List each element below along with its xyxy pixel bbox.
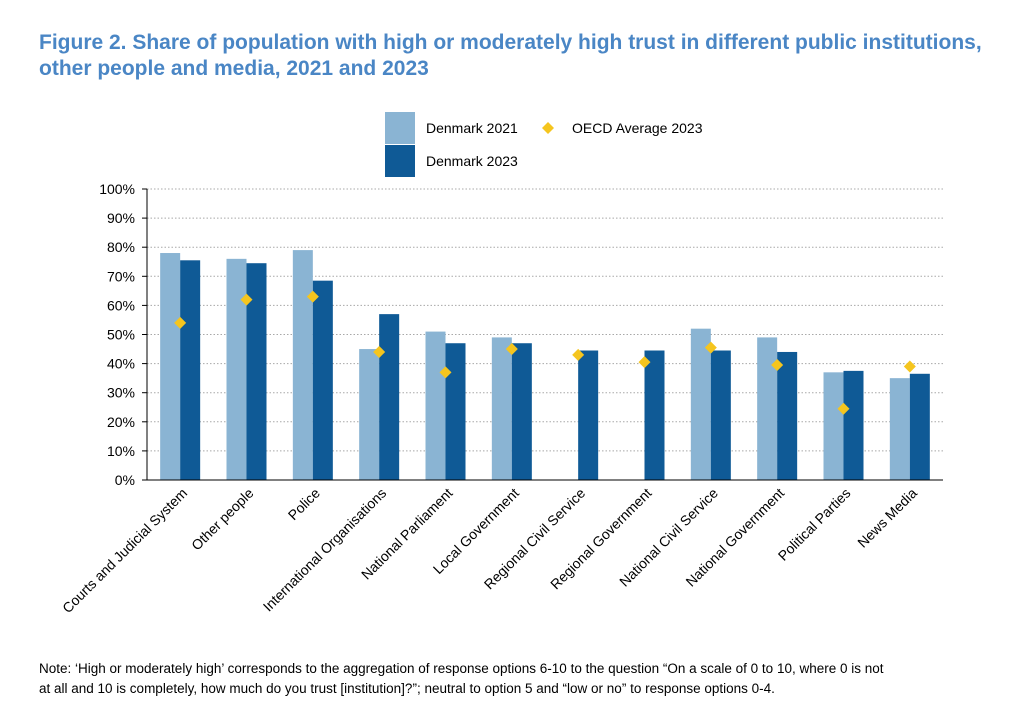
- x-category-label: Courts and Judicial System: [59, 485, 190, 616]
- chart-note: Note: ‘High or moderately high’ correspo…: [39, 659, 999, 699]
- bar-denmark-2023: [180, 260, 201, 480]
- oecd-average-marker: [771, 359, 784, 372]
- y-tick-label: 40%: [107, 356, 135, 372]
- legend-swatch-oecd-average-2023: [542, 122, 554, 134]
- bar-denmark-2021: [690, 328, 711, 480]
- figure-title-line-1: Figure 2. Share of population with high …: [39, 31, 982, 54]
- y-tick-label: 30%: [107, 385, 135, 401]
- y-tick-label: 0%: [115, 472, 135, 488]
- bar-denmark-2023: [511, 343, 532, 480]
- figure-title-line-2: other people and media, 2021 and 2023: [39, 57, 429, 80]
- legend-swatch-denmark-2023: [385, 145, 415, 177]
- x-category-label: Police: [285, 485, 323, 523]
- oecd-average-marker: [903, 360, 916, 373]
- y-tick-label: 100%: [99, 181, 135, 197]
- bar-denmark-2023: [777, 351, 798, 480]
- bar-denmark-2021: [160, 253, 181, 480]
- y-tick-label: 60%: [107, 297, 135, 313]
- y-tick-label: 70%: [107, 268, 135, 284]
- legend-label-denmark-2023: Denmark 2023: [426, 153, 518, 169]
- oecd-average-marker: [638, 356, 651, 369]
- oecd-average-marker: [704, 341, 717, 354]
- bar-chart: 0% 10% 20% 30% 40% 50% 60% 70% 80% 90% 100% Courts …: [59, 112, 943, 616]
- bar-denmark-2021: [889, 378, 910, 480]
- y-tick-label: 80%: [107, 239, 135, 255]
- bar-denmark-2023: [379, 314, 400, 480]
- y-tick-label: 90%: [107, 210, 135, 226]
- bar-denmark-2021: [491, 337, 512, 480]
- bar-denmark-2023: [312, 280, 333, 480]
- bar-denmark-2023: [710, 350, 731, 480]
- oecd-average-marker: [572, 348, 585, 361]
- bar-denmark-2021: [359, 349, 380, 480]
- x-category-label: News Media: [854, 485, 920, 551]
- bar-denmark-2023: [909, 373, 930, 480]
- bar-denmark-2021: [425, 331, 446, 480]
- bar-denmark-2021: [757, 337, 778, 480]
- oecd-average-marker: [240, 293, 253, 306]
- bar-denmark-2021: [823, 372, 844, 480]
- legend-label-denmark-2021: Denmark 2021: [426, 120, 518, 136]
- x-category-label: Other people: [188, 485, 257, 554]
- bar-denmark-2021: [292, 250, 313, 480]
- oecd-average-marker: [373, 345, 386, 358]
- bar-denmark-2023: [445, 343, 466, 480]
- legend-swatch-denmark-2021: [385, 112, 415, 144]
- bar-denmark-2023: [644, 350, 665, 480]
- legend-label-oecd-average-2023: OECD Average 2023: [572, 120, 703, 136]
- bar-denmark-2021: [226, 258, 247, 480]
- note-line-1: Note: ‘High or moderately high’ correspo…: [39, 661, 884, 676]
- y-tick-label: 20%: [107, 414, 135, 430]
- bar-denmark-2023: [578, 350, 599, 480]
- y-tick-label: 50%: [107, 327, 135, 343]
- bar-denmark-2023: [246, 263, 267, 480]
- oecd-average-marker: [837, 402, 850, 415]
- oecd-average-marker: [439, 366, 452, 379]
- x-category-label: International Organisations: [260, 485, 390, 615]
- oecd-average-marker: [505, 343, 518, 356]
- oecd-average-marker: [306, 290, 319, 303]
- figure-title: Figure 2. Share of population with high …: [39, 30, 989, 82]
- oecd-average-marker: [174, 316, 187, 329]
- note-line-2: at all and 10 is completely, how much do…: [39, 681, 775, 696]
- bar-denmark-2023: [843, 370, 864, 480]
- y-tick-label: 10%: [107, 443, 135, 459]
